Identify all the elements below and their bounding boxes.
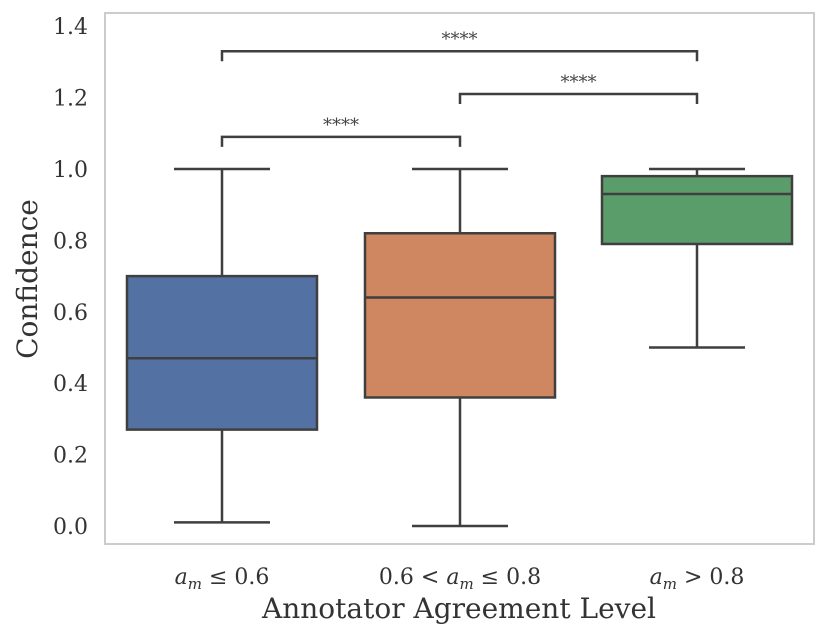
y-tick-label: 1.0 (53, 158, 88, 183)
bracket-line (458, 92, 699, 105)
box-1 (125, 167, 319, 524)
significance-annotations: **** **** **** (220, 29, 699, 147)
significance-bracket: **** (220, 115, 462, 147)
y-tick-label: 0.4 (53, 372, 88, 397)
x-tick-label: am ≤ 0.6 (175, 565, 270, 593)
iqr-box (363, 232, 557, 399)
boxes-group (125, 167, 794, 528)
bracket-line (220, 135, 462, 147)
y-tick-label: 1.4 (53, 15, 88, 40)
x-axis-title: Annotator Agreement Level (261, 592, 656, 625)
significance-label: **** (323, 115, 359, 136)
iqr-box (600, 174, 794, 246)
bracket-line (220, 49, 699, 62)
y-tick-label: 0.0 (53, 515, 88, 540)
significance-label: **** (442, 29, 478, 50)
y-axis-ticks: 0.0 0.2 0.4 0.6 0.8 1.0 1.2 1.4 (53, 15, 88, 540)
plot-area-frame (104, 12, 815, 545)
y-axis-title: Confidence (11, 199, 44, 359)
x-tick-label: am > 0.8 (650, 565, 745, 593)
y-tick-label: 0.2 (53, 444, 88, 469)
significance-bracket: **** (220, 29, 699, 62)
box-3 (600, 167, 794, 349)
x-axis-ticks: am ≤ 0.6 0.6 < am ≤ 0.8 am > 0.8 (175, 565, 745, 593)
iqr-box (125, 274, 319, 431)
y-tick-label: 1.2 (53, 87, 88, 112)
box-2 (363, 167, 557, 528)
y-tick-label: 0.6 (53, 301, 88, 326)
significance-bracket: **** (458, 72, 699, 105)
y-tick-label: 0.8 (53, 229, 88, 254)
significance-label: **** (561, 72, 597, 93)
x-tick-label: 0.6 < am ≤ 0.8 (379, 565, 541, 593)
